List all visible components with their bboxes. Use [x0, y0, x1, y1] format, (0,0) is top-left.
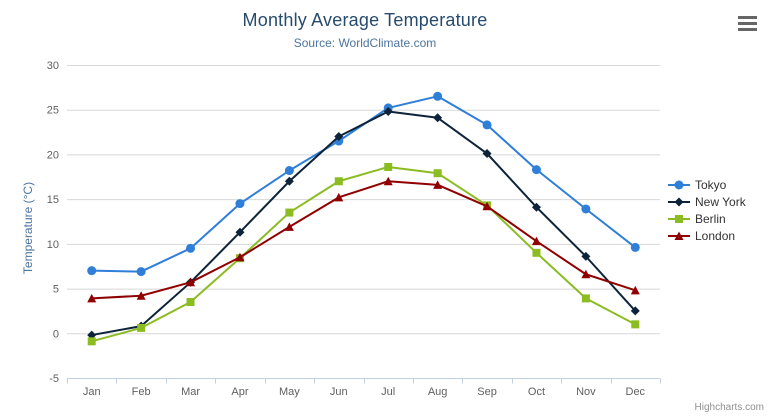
- data-point-new-york[interactable]: [433, 113, 443, 123]
- legend-label: Tokyo: [695, 177, 727, 192]
- series-line-london[interactable]: [90, 180, 637, 300]
- data-point-tokyo[interactable]: [235, 199, 245, 209]
- x-axis-label: Jan: [83, 386, 101, 398]
- data-point-london[interactable]: [235, 252, 245, 262]
- x-axis-label: Aug: [428, 386, 448, 398]
- data-point-london[interactable]: [186, 277, 196, 287]
- legend-marker-square-icon: [668, 214, 690, 223]
- data-point-new-york[interactable]: [482, 149, 492, 159]
- x-axis-label: Jun: [330, 386, 348, 398]
- y-axis-label: 30: [47, 60, 59, 72]
- legend-marker-diamond-icon: [668, 197, 690, 206]
- data-point-tokyo[interactable]: [630, 242, 640, 252]
- data-point-tokyo[interactable]: [433, 91, 443, 101]
- data-point-tokyo[interactable]: [581, 204, 591, 214]
- series-line-tokyo[interactable]: [90, 95, 637, 273]
- legend: Tokyo New York Berlin London: [668, 176, 746, 244]
- data-point-london[interactable]: [87, 293, 97, 303]
- data-point-london[interactable]: [581, 269, 591, 279]
- legend-marker[interactable]: [675, 214, 683, 223]
- data-point-new-york[interactable]: [531, 202, 541, 212]
- x-axis-label: Feb: [132, 386, 151, 398]
- legend-marker-circle-icon: [668, 180, 690, 189]
- legend-item-new-york[interactable]: New York: [668, 193, 746, 210]
- data-point-berlin[interactable]: [532, 248, 541, 257]
- data-point-new-york[interactable]: [581, 251, 591, 261]
- legend-label: Berlin: [695, 211, 726, 226]
- data-point-berlin[interactable]: [137, 323, 146, 332]
- data-point-berlin[interactable]: [631, 320, 640, 329]
- data-point-berlin[interactable]: [87, 337, 96, 346]
- x-axis-label: Apr: [231, 386, 248, 398]
- chart-title: Monthly Average Temperature: [242, 10, 488, 30]
- chart-subtitle: Source: WorldClimate.com: [293, 36, 437, 50]
- data-point-berlin[interactable]: [186, 297, 195, 306]
- export-menu-button[interactable]: [733, 12, 761, 38]
- legend-marker[interactable]: [674, 231, 684, 240]
- data-point-new-york[interactable]: [630, 306, 640, 316]
- x-axis-label: Mar: [181, 386, 200, 398]
- data-point-london[interactable]: [531, 236, 541, 246]
- data-point-tokyo[interactable]: [482, 120, 492, 130]
- series-line-new-york[interactable]: [90, 110, 637, 337]
- legend-item-tokyo[interactable]: Tokyo: [668, 176, 746, 193]
- data-point-london[interactable]: [433, 180, 443, 189]
- legend-marker[interactable]: [674, 197, 684, 206]
- x-axis-label: Jul: [381, 386, 395, 398]
- data-point-new-york[interactable]: [334, 132, 344, 142]
- legend-label: London: [695, 228, 736, 243]
- data-point-london[interactable]: [284, 222, 294, 231]
- x-axis-label: Sep: [477, 386, 497, 398]
- y-axis-label: 15: [47, 194, 59, 206]
- data-point-berlin[interactable]: [581, 294, 590, 303]
- y-axis-label: 25: [47, 105, 59, 117]
- x-axis-label: Nov: [576, 386, 596, 398]
- data-point-london[interactable]: [482, 201, 492, 211]
- data-point-berlin[interactable]: [384, 162, 393, 171]
- data-point-london[interactable]: [630, 285, 640, 295]
- series-line-berlin[interactable]: [90, 165, 637, 343]
- hamburger-icon: [737, 16, 757, 31]
- y-axis-label: 5: [53, 284, 59, 296]
- data-point-new-york[interactable]: [383, 107, 393, 117]
- legend-marker-triangle-icon: [668, 231, 690, 240]
- data-point-new-york[interactable]: [235, 227, 245, 237]
- x-axis-label: May: [279, 386, 300, 398]
- data-point-tokyo[interactable]: [284, 166, 294, 176]
- y-axis-label: 0: [53, 328, 59, 340]
- data-point-london[interactable]: [383, 176, 393, 186]
- data-point-london[interactable]: [136, 291, 146, 300]
- data-point-tokyo[interactable]: [87, 266, 97, 276]
- legend-item-berlin[interactable]: Berlin: [668, 210, 746, 227]
- highcharts-credits-link[interactable]: Highcharts.com: [694, 402, 764, 413]
- data-point-new-york[interactable]: [284, 176, 294, 186]
- data-point-new-york[interactable]: [87, 330, 97, 340]
- data-point-berlin[interactable]: [433, 169, 442, 178]
- data-point-tokyo[interactable]: [531, 165, 541, 175]
- y-axis-label: 10: [47, 239, 59, 251]
- data-point-berlin[interactable]: [334, 177, 343, 186]
- y-axis-label: -5: [49, 373, 59, 385]
- y-axis-label: 20: [47, 149, 59, 161]
- data-point-london[interactable]: [334, 192, 344, 202]
- legend-item-london[interactable]: London: [668, 227, 746, 244]
- legend-label: New York: [695, 194, 746, 209]
- data-point-berlin[interactable]: [285, 208, 294, 217]
- data-point-tokyo[interactable]: [186, 243, 196, 253]
- data-point-tokyo[interactable]: [136, 267, 146, 277]
- x-axis-label: Oct: [528, 386, 545, 398]
- x-axis-label: Dec: [626, 386, 646, 398]
- y-axis-title: Temperature (°C): [21, 181, 35, 275]
- legend-marker[interactable]: [674, 180, 684, 189]
